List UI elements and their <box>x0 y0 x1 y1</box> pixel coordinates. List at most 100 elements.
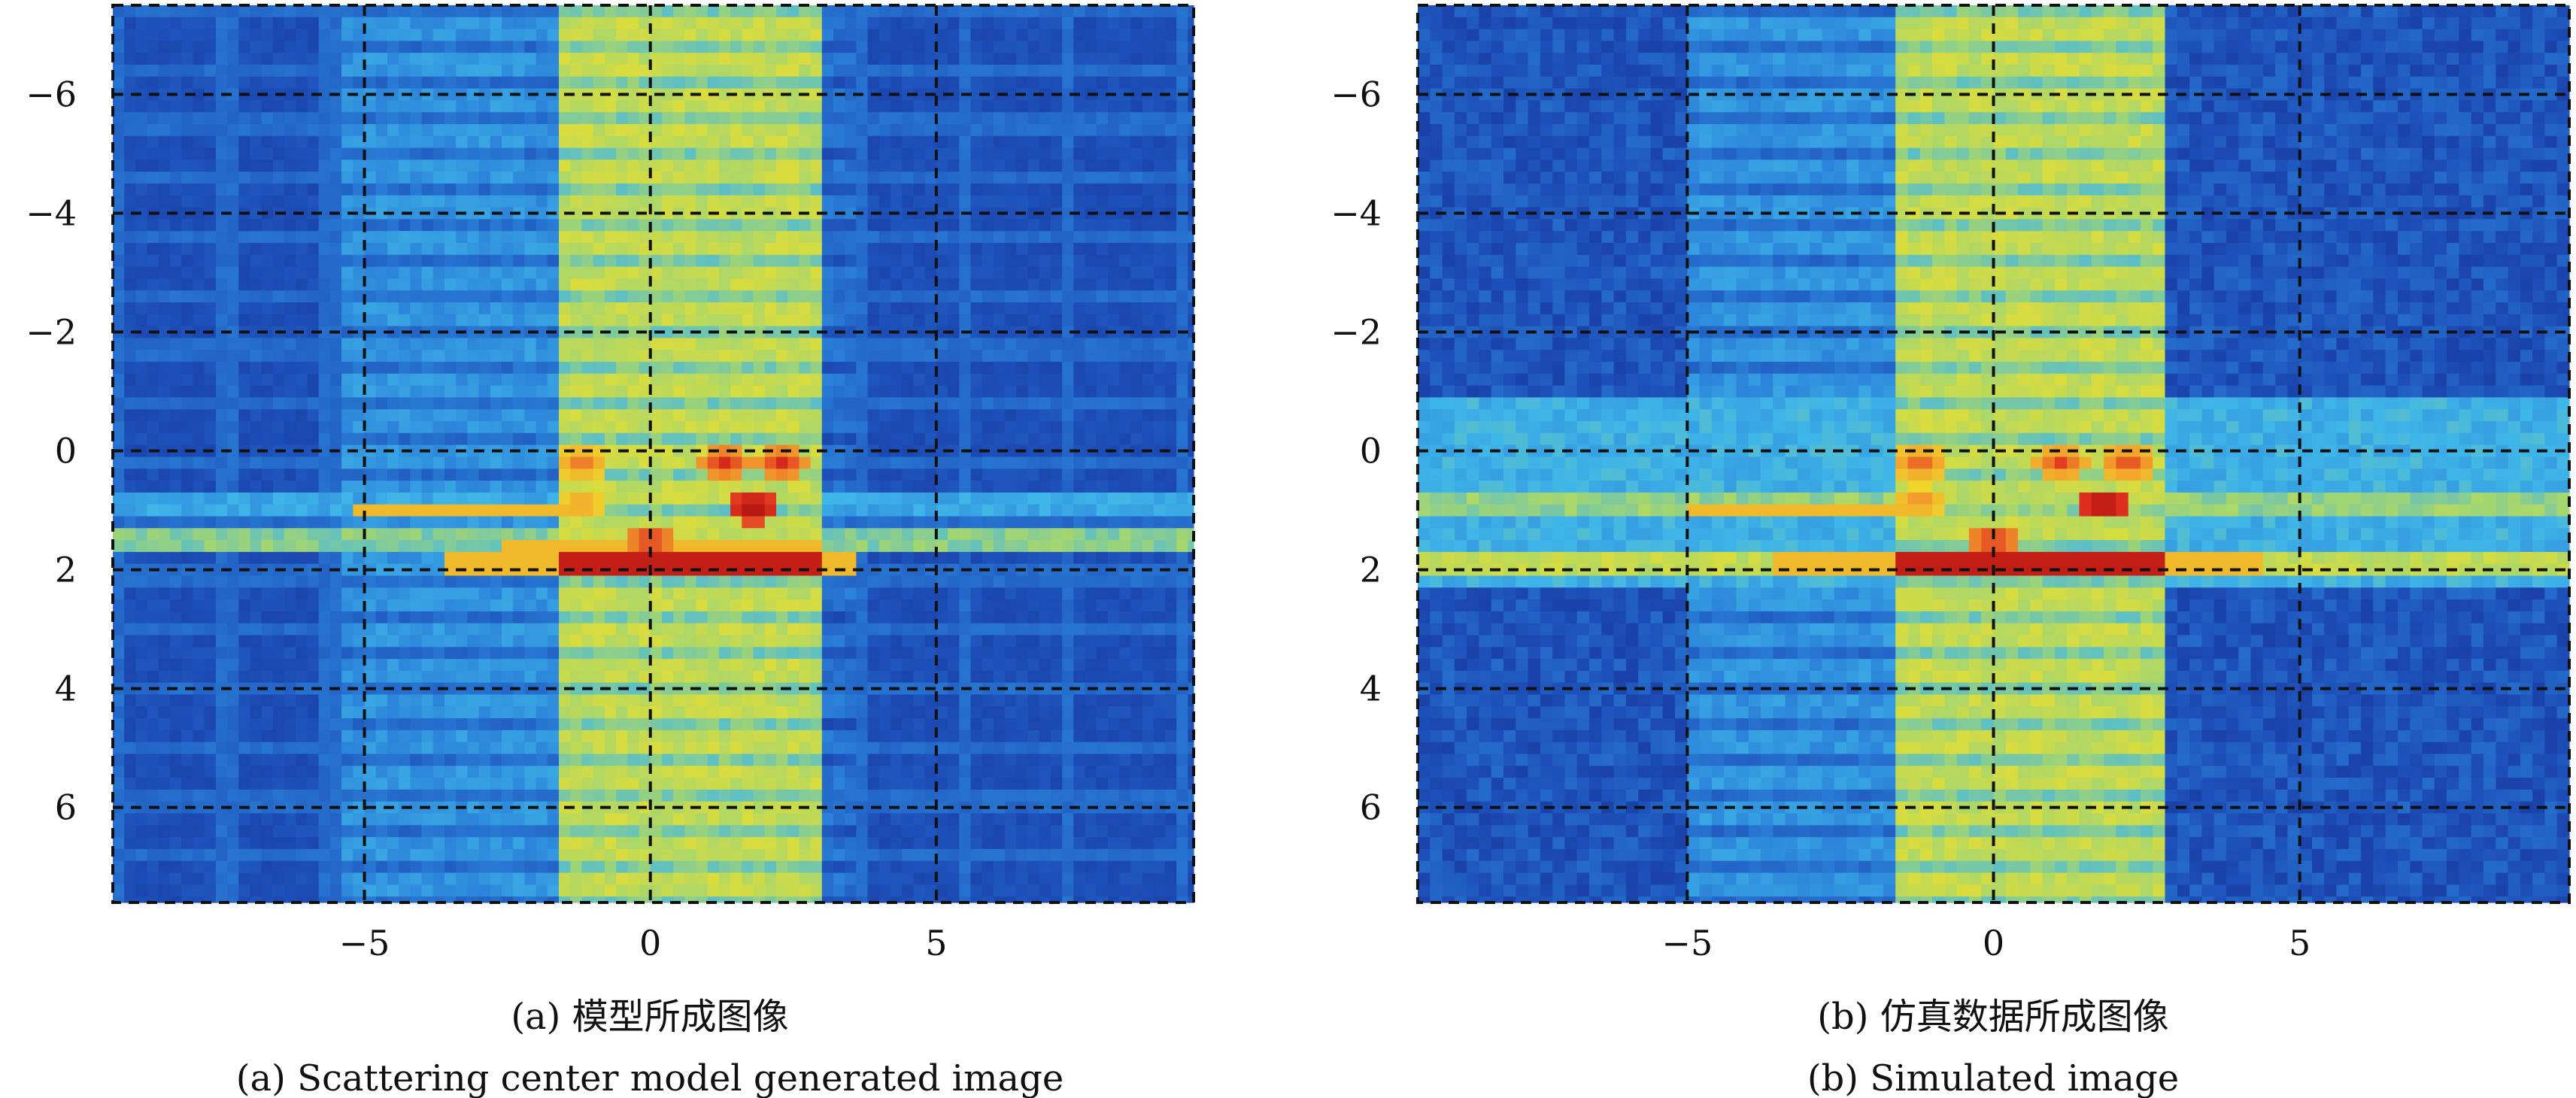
heatmap-cell <box>296 243 308 256</box>
heatmap-cell <box>1142 65 1154 77</box>
heatmap-cell <box>936 563 948 577</box>
heatmap-cell <box>387 65 399 77</box>
heatmap-cell <box>536 29 548 41</box>
heatmap-cell <box>1119 124 1131 137</box>
heatmap-cell <box>1027 551 1040 565</box>
heatmap-cell <box>158 278 171 291</box>
heatmap-cell <box>753 338 766 350</box>
heatmap-cell <box>284 456 296 469</box>
heatmap-cell <box>375 195 388 208</box>
heatmap-cell <box>536 219 548 232</box>
heatmap-cell <box>181 540 193 553</box>
heatmap-cell <box>924 290 937 303</box>
heatmap-cell <box>810 65 823 77</box>
heatmap-cell <box>353 171 366 184</box>
heatmap-cell <box>1073 551 1086 565</box>
heatmap-cell <box>684 599 697 612</box>
heatmap-cell <box>353 65 366 77</box>
heatmap-cell <box>730 65 742 77</box>
heatmap-cell <box>787 195 800 208</box>
heatmap-cell <box>456 159 468 172</box>
heatmap-cell <box>718 184 731 196</box>
heatmap-cell <box>181 587 193 600</box>
heatmap-cell <box>524 338 537 350</box>
heatmap-cell <box>158 254 171 268</box>
heatmap-cell <box>1165 65 1177 77</box>
heatmap-cell <box>272 516 285 529</box>
heatmap-cell <box>353 397 366 410</box>
heatmap-cell <box>1085 516 1097 529</box>
heatmap-cell <box>1142 409 1154 422</box>
heatmap-cell <box>867 481 880 493</box>
heatmap-cell <box>432 599 445 612</box>
heatmap-cell <box>1165 551 1177 565</box>
heatmap-cell <box>581 492 594 505</box>
heatmap-cell <box>513 599 525 612</box>
heatmap-cell <box>490 302 502 315</box>
heatmap-cell <box>707 53 720 65</box>
heatmap-cell <box>399 611 411 624</box>
heatmap-cell <box>387 409 399 422</box>
heatmap-cell <box>135 314 148 327</box>
heatmap-cell <box>936 350 948 362</box>
heatmap-cells <box>113 5 1194 903</box>
heatmap-cell <box>776 362 788 375</box>
heatmap-cell <box>215 338 228 350</box>
heatmap-cell <box>1130 504 1143 517</box>
heatmap-cell <box>1188 65 1194 77</box>
heatmap-cell <box>730 231 742 244</box>
heatmap-cell <box>421 159 434 172</box>
heatmap-cell <box>113 528 125 541</box>
heatmap-cell <box>113 53 125 65</box>
heatmap-cell <box>948 5 960 18</box>
heatmap-cell <box>1016 362 1029 375</box>
heatmap-cell <box>753 563 766 577</box>
heatmap-cell <box>856 29 869 41</box>
heatmap-cell <box>718 100 731 113</box>
heatmap-cell <box>238 385 251 398</box>
heatmap-cell <box>1108 338 1120 350</box>
heatmap-cell <box>970 231 983 244</box>
heatmap-cell <box>891 147 903 160</box>
heatmap-cell <box>948 599 960 612</box>
heatmap-cell <box>1005 100 1017 113</box>
heatmap-cell <box>307 243 320 256</box>
heatmap-cell <box>421 397 434 410</box>
heatmap-cell <box>867 469 880 481</box>
heatmap-cell <box>878 611 891 624</box>
heatmap-cell <box>1142 551 1154 565</box>
heatmap-cell <box>593 302 605 315</box>
heatmap-cell <box>215 124 228 137</box>
heatmap-cell <box>707 385 720 398</box>
heatmap-cell <box>948 231 960 244</box>
heatmap-cell <box>833 231 845 244</box>
heatmap-cell <box>250 147 262 160</box>
heatmap-cell <box>1096 65 1109 77</box>
heatmap-cell <box>581 254 594 268</box>
heatmap-cell <box>867 587 880 600</box>
heatmap-cell <box>821 184 834 196</box>
heatmap-cell <box>1085 540 1097 553</box>
heatmap-cell <box>1050 231 1063 244</box>
heatmap-cell <box>284 611 296 624</box>
heatmap-cell <box>1108 469 1120 481</box>
heatmap-cell <box>421 338 434 350</box>
heatmap-cell <box>536 100 548 113</box>
heatmap-cell <box>135 112 148 125</box>
heatmap-cell <box>891 397 903 410</box>
heatmap-cell <box>341 528 353 541</box>
heatmap-cell <box>296 528 308 541</box>
heatmap-cell <box>318 184 331 196</box>
heatmap-cell <box>547 397 560 410</box>
heatmap-cell <box>707 290 720 303</box>
heatmap-cell <box>124 100 136 113</box>
heatmap-cell <box>135 41 148 53</box>
heatmap-cell <box>1062 53 1074 65</box>
heatmap-cell <box>764 456 777 469</box>
heatmap-cell <box>193 551 205 565</box>
heatmap-cell <box>1005 290 1017 303</box>
heatmap-cell <box>215 53 228 65</box>
heatmap-cell <box>845 409 857 422</box>
heatmap-cell <box>650 290 663 303</box>
heatmap-cell <box>135 278 148 291</box>
